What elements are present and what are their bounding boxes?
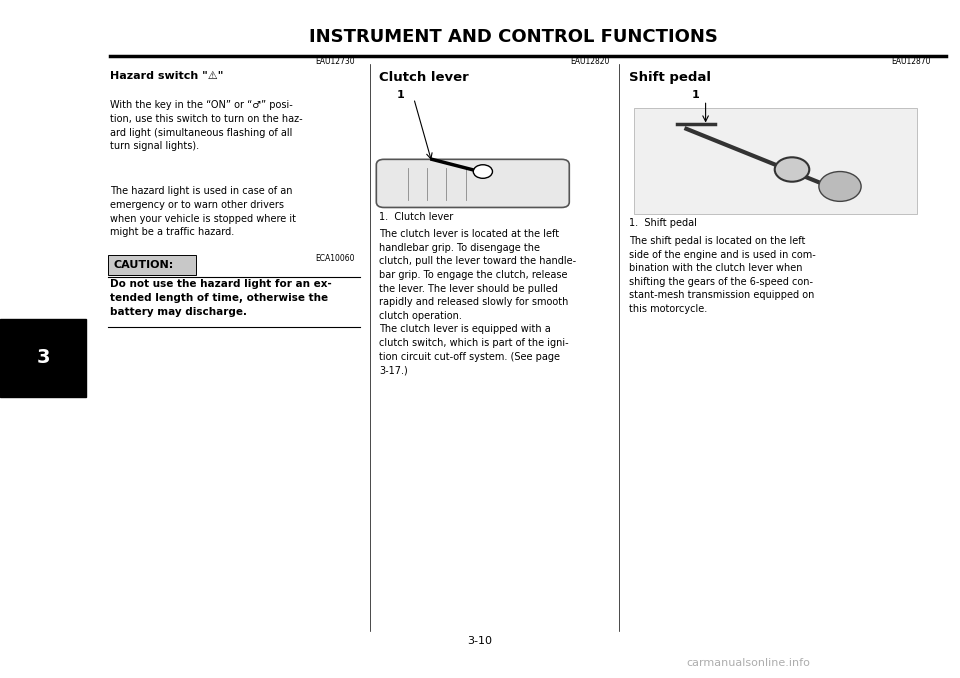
- Text: Do not use the hazard light for an ex-
tended length of time, otherwise the
batt: Do not use the hazard light for an ex- t…: [110, 279, 332, 317]
- Text: Clutch lever: Clutch lever: [379, 71, 468, 84]
- Text: 1: 1: [691, 90, 699, 100]
- Text: Hazard switch "⚠": Hazard switch "⚠": [110, 71, 224, 81]
- Text: EAU12730: EAU12730: [316, 58, 355, 66]
- Text: With the key in the “ON” or “♂” posi-
tion, use this switch to turn on the haz-
: With the key in the “ON” or “♂” posi- ti…: [110, 100, 303, 151]
- Text: The hazard light is used in case of an
emergency or to warn other drivers
when y: The hazard light is used in case of an e…: [110, 186, 297, 237]
- Text: 1: 1: [396, 90, 404, 100]
- Text: EAU12820: EAU12820: [570, 58, 610, 66]
- FancyBboxPatch shape: [0, 319, 86, 397]
- Circle shape: [775, 157, 809, 182]
- Text: 3: 3: [36, 348, 50, 367]
- Text: ECA10060: ECA10060: [316, 254, 355, 263]
- Text: The shift pedal is located on the left
side of the engine and is used in com-
bi: The shift pedal is located on the left s…: [629, 236, 816, 314]
- Circle shape: [473, 165, 492, 178]
- Text: carmanualsonline.info: carmanualsonline.info: [686, 658, 811, 668]
- Text: Shift pedal: Shift pedal: [629, 71, 710, 84]
- Text: The clutch lever is located at the left
handlebar grip. To disengage the
clutch,: The clutch lever is located at the left …: [379, 229, 576, 375]
- Circle shape: [819, 172, 861, 201]
- Text: CAUTION:: CAUTION:: [113, 260, 174, 270]
- Text: INSTRUMENT AND CONTROL FUNCTIONS: INSTRUMENT AND CONTROL FUNCTIONS: [309, 28, 718, 46]
- Text: 3-10: 3-10: [468, 636, 492, 645]
- Text: EAU12870: EAU12870: [892, 58, 931, 66]
- FancyBboxPatch shape: [108, 255, 196, 275]
- FancyBboxPatch shape: [376, 159, 569, 207]
- FancyBboxPatch shape: [634, 108, 917, 214]
- Text: 1.  Clutch lever: 1. Clutch lever: [379, 212, 453, 222]
- Text: 1.  Shift pedal: 1. Shift pedal: [629, 218, 697, 228]
